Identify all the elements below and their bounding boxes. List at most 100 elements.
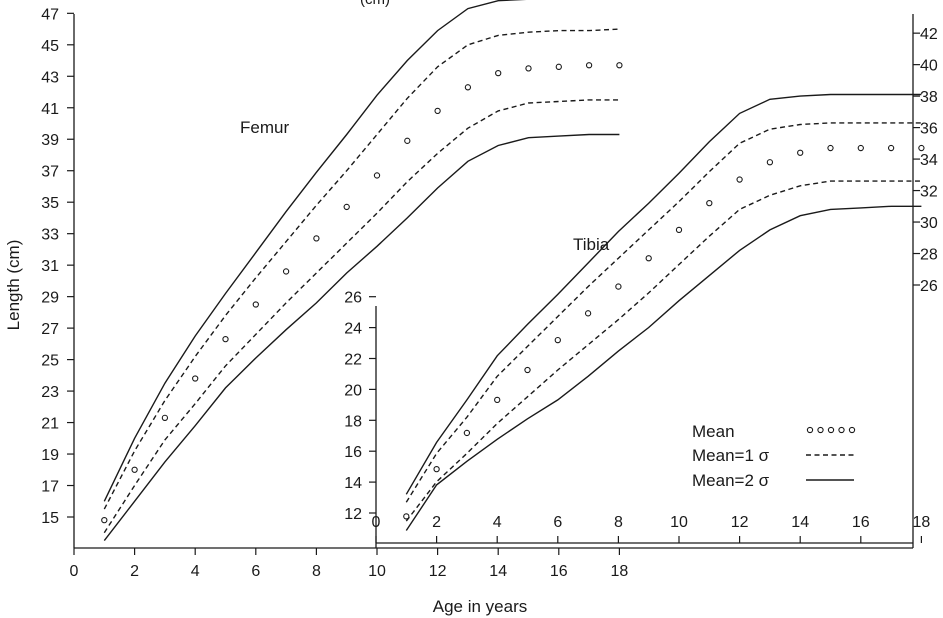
tibia-plus2sd-line <box>405 93 922 495</box>
inset-x-tick-label: 4 <box>493 514 502 531</box>
tibia-mean-point <box>463 429 471 437</box>
legend-mean-dot <box>838 426 845 434</box>
left-y-tick-label: 29 <box>41 290 59 307</box>
femur-plus2sd-line <box>103 0 527 502</box>
left-y-tick-label: 43 <box>41 69 59 86</box>
tibia-label: Tibia <box>573 235 610 254</box>
inset-y-tick-label: 20 <box>344 382 362 399</box>
tibia-mean-point <box>827 144 834 152</box>
femur-mean-point <box>464 84 472 91</box>
left-y-tick-label: 35 <box>41 195 59 212</box>
tibia-mean-point <box>615 283 622 290</box>
bottom-x-tick-label: 6 <box>251 563 260 580</box>
right-y-tick-label: 36 <box>920 121 938 138</box>
inset-x-tick-label: 16 <box>852 514 870 531</box>
series-curves <box>101 0 925 542</box>
tibia-mean-point <box>645 255 652 262</box>
femur-mean-point <box>101 516 108 524</box>
right-y-tick-label: 42 <box>920 26 938 43</box>
bottom-x-tick-label: 2 <box>130 563 139 580</box>
inset-x-tick-label: 14 <box>791 514 809 531</box>
left-y-tick-label: 19 <box>41 447 59 464</box>
legend-mean-dot <box>806 426 814 434</box>
bottom-x-tick-label: 18 <box>611 563 629 580</box>
tibia-mean-point <box>524 366 531 374</box>
left-y-tick-label: 15 <box>41 510 59 527</box>
inset-y-tick-label: 24 <box>344 321 362 338</box>
femur-mean-point <box>434 107 441 115</box>
tibia-minus1sd-line <box>405 180 922 522</box>
inset-y-tick-label: 14 <box>344 475 362 492</box>
inset-x-tick-label: 10 <box>670 514 688 531</box>
tibia-mean-point <box>766 159 774 166</box>
legend: Mean Mean=1 σ Mean=2 σ <box>692 422 856 490</box>
right-y-tick-label: 28 <box>920 247 938 264</box>
left-y-tick-label: 39 <box>41 132 59 149</box>
right-y-tick-label: 40 <box>920 58 938 75</box>
femur-mean-point <box>313 235 320 242</box>
tibia-plus1sd-line <box>405 122 922 503</box>
tibia-mean-point <box>736 176 743 183</box>
femur-mean-point <box>222 335 229 343</box>
femur-mean-point <box>282 268 290 275</box>
femur-mean-point <box>343 203 350 211</box>
left-y-tick-label: 17 <box>41 479 59 496</box>
left-y-tick-label: 31 <box>41 258 59 275</box>
legend-sd2-label: Mean=2 σ <box>692 471 770 490</box>
femur-mean-point <box>192 375 199 382</box>
inset-y-tick-label: 12 <box>344 506 362 523</box>
legend-mean-dot <box>817 426 824 434</box>
legend-sd1-label: Mean=1 σ <box>692 446 770 465</box>
inset-y-tick-label: 18 <box>344 413 362 430</box>
femur-mean-point <box>161 414 169 421</box>
femur-mean-point <box>616 62 623 69</box>
legend-mean-dot <box>848 426 856 434</box>
legend-mean-dot <box>827 426 835 434</box>
femur-minus2sd-line <box>103 133 620 542</box>
inset-x-tick-label: 0 <box>372 514 381 531</box>
right-y-tick-label: 38 <box>920 89 938 106</box>
left-y-tick-label: 33 <box>41 227 59 244</box>
tibia-mean-point <box>403 513 410 520</box>
tibia-mean-point <box>433 466 440 473</box>
right-y-tick-label: 30 <box>920 215 938 232</box>
bottom-x-tick-label: 14 <box>489 563 507 580</box>
tibia-mean-point <box>918 144 925 152</box>
left-y-tick-label: 37 <box>41 164 59 181</box>
tibia-mean-point <box>706 200 713 207</box>
femur-mean-point <box>585 62 593 69</box>
left-y-tick-label: 45 <box>41 38 59 55</box>
bottom-x-tick-label: 12 <box>429 563 447 580</box>
femur-mean-point <box>404 137 411 144</box>
tibia-mean-point <box>675 226 683 234</box>
tibia-mean-point <box>857 144 864 152</box>
femur-mean-point <box>131 466 138 473</box>
femur-label: Femur <box>240 118 289 137</box>
tick-marks: 1517192123252729313335373941434547492628… <box>41 6 938 580</box>
inset-x-tick-label: 2 <box>432 514 441 531</box>
femur-mean-point <box>525 65 532 72</box>
femur-mean-point <box>555 63 562 70</box>
inset-x-tick-label: 18 <box>913 514 931 531</box>
femur-mean-point <box>495 69 502 77</box>
femur-minus1sd-line <box>103 99 620 534</box>
bottom-x-tick-label: 8 <box>312 563 321 580</box>
legend-mean-label: Mean <box>692 422 735 441</box>
legend-mean-swatch <box>806 426 856 434</box>
tibia-mean-point <box>494 396 501 404</box>
y-axis-label: Length (cm) <box>4 240 23 331</box>
x-axis-label: Age in years <box>433 597 528 616</box>
left-y-tick-label: 41 <box>41 101 59 118</box>
left-y-tick-label: 27 <box>41 321 59 338</box>
chart-title: (cm) <box>360 0 390 8</box>
bottom-x-tick-label: 10 <box>368 563 386 580</box>
tibia-minus2sd-line <box>405 205 922 531</box>
femur-plus1sd-line <box>103 28 620 510</box>
femur-mean-point <box>252 301 259 308</box>
axes <box>73 14 914 549</box>
tibia-mean-point <box>584 310 592 317</box>
tibia-mean-point <box>887 144 895 152</box>
tibia-mean-point <box>554 336 561 344</box>
femur-mean-point <box>373 172 381 179</box>
